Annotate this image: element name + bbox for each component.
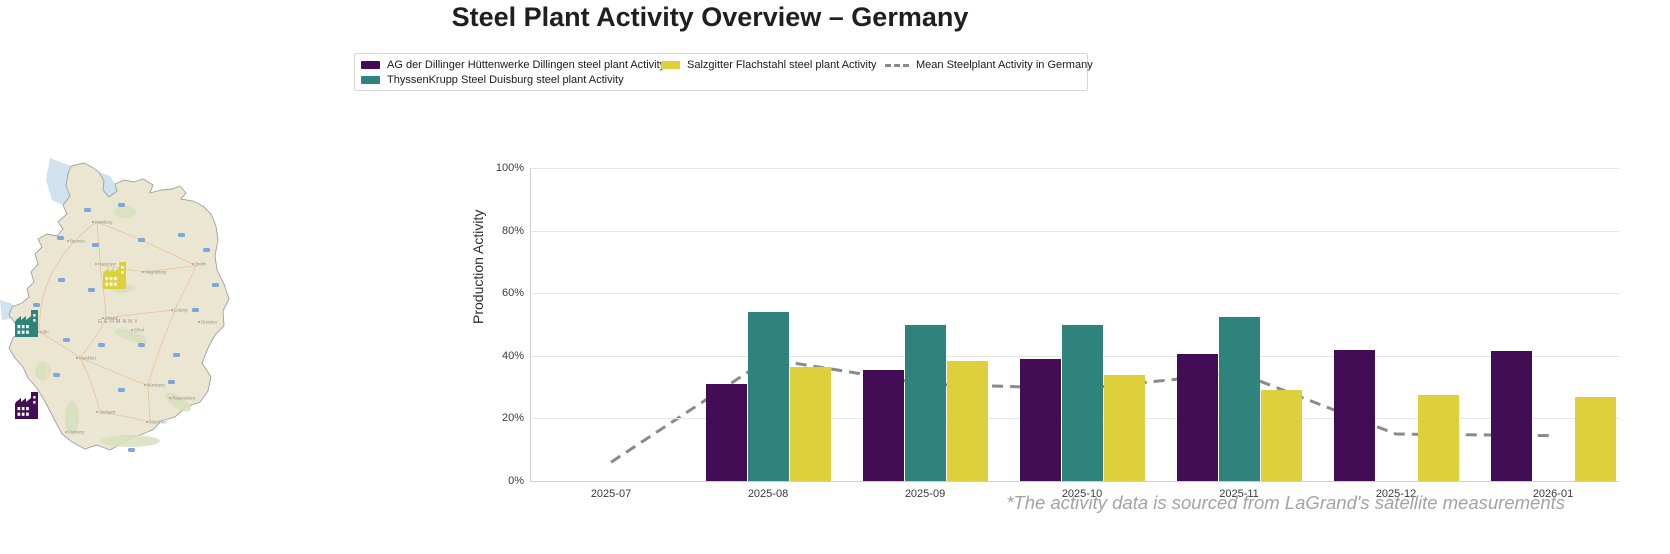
x-tick-label: 2025-12	[1375, 488, 1417, 500]
autobahn-shields	[33, 203, 219, 452]
bar	[705, 383, 747, 481]
legend-dash-swatch	[885, 63, 909, 67]
city-dot	[197, 320, 201, 324]
road-lines-secondary	[37, 240, 204, 413]
city-dot	[143, 383, 147, 387]
bar	[1333, 349, 1375, 481]
legend-item: Mean Steelplant Activity in Germany	[885, 58, 1093, 72]
legend-color-swatch	[661, 61, 680, 69]
legend-item: ThyssenKrupp Steel Duisburg steel plant …	[361, 73, 661, 87]
city-label: Erfurt	[134, 328, 145, 333]
gridline	[531, 293, 1619, 295]
city-dot	[170, 308, 174, 312]
legend-label: Salzgitter Flachstahl steel plant Activi…	[687, 59, 877, 71]
city-dot	[101, 316, 105, 320]
bar	[1103, 374, 1145, 481]
city-label: Köln	[40, 330, 49, 335]
bar	[1260, 390, 1302, 481]
bar	[1218, 316, 1260, 481]
city-label: Regensburg	[172, 396, 195, 401]
germany-outline	[8, 162, 230, 451]
y-tick-label: 80%	[501, 224, 524, 237]
bar	[946, 360, 988, 481]
legend-label: AG der Dillinger Hüttenwerke Dillingen s…	[387, 59, 666, 71]
city-label: Dresden	[201, 320, 217, 325]
city-label: Freiburg	[68, 430, 84, 435]
city-label: Frankfurt	[79, 356, 97, 361]
bar	[1061, 324, 1103, 481]
city-dot	[75, 356, 79, 360]
bar	[862, 369, 904, 481]
y-tick-label: 60%	[501, 287, 524, 300]
city-dot	[64, 430, 68, 434]
chart-legend: AG der Dillinger Hüttenwerke Dillingen s…	[354, 53, 1093, 91]
bar	[1176, 354, 1218, 481]
bar	[1417, 394, 1459, 481]
city-dot	[66, 239, 70, 243]
city-dot	[191, 262, 195, 266]
legend-color-swatch	[361, 61, 380, 69]
city-label: Kassel	[105, 316, 118, 321]
city-label: Berlin	[195, 262, 206, 267]
y-tick-label: 100%	[495, 162, 524, 174]
city-label: Hamburg	[95, 220, 113, 225]
x-tick-label: 2026-01	[1532, 488, 1574, 500]
bar	[1019, 358, 1061, 481]
road-lines	[39, 221, 197, 423]
city-dot	[145, 420, 149, 424]
gridline	[531, 230, 1619, 232]
x-tick-label: 2025-07	[590, 488, 632, 500]
x-tick-label: 2025-09	[904, 488, 946, 500]
city-label: Hannover	[98, 262, 117, 267]
city-labels: Hamburg Bremen Hannover Berlin Magdeburg Leip…	[36, 220, 218, 435]
germany-map-svg: Hamburg Bremen Hannover Berlin Magdeburg Leip…	[0, 158, 230, 452]
city-label: Leipzig	[174, 308, 188, 313]
bar	[789, 366, 831, 481]
city-dot	[91, 220, 95, 224]
country-label: GERMANY	[98, 319, 140, 325]
forest-patches	[35, 206, 192, 447]
legend-item: Salzgitter Flachstahl steel plant Activi…	[661, 58, 885, 72]
factory-icon	[15, 392, 38, 419]
bar	[904, 324, 946, 481]
page-title: Steel Plant Activity Overview – Germany	[451, 2, 969, 32]
footnote: *The activity data is sourced from LaGra…	[1006, 492, 1565, 513]
legend-color-swatch	[361, 76, 380, 84]
x-tick-label: 2025-11	[1219, 488, 1259, 500]
city-dot	[94, 262, 98, 266]
city-label: Nürnberg	[147, 383, 165, 388]
y-tick-label: 0%	[508, 475, 524, 487]
legend-item: AG der Dillinger Hüttenwerke Dillingen s…	[361, 58, 665, 72]
x-tick-label: 2025-08	[747, 488, 789, 500]
activity-chart: Production Activity 0% 20% 40% 60% 80% 100% 20…	[470, 145, 1640, 510]
city-label: München	[149, 420, 167, 425]
y-axis-title: Production Activity	[470, 209, 486, 324]
city-dot	[95, 410, 99, 414]
plot-area: 0% 20% 40% 60% 80% 100% 2025-07 2025-08 2025-09 2…	[496, 162, 1619, 500]
legend-label: Mean Steelplant Activity in Germany	[916, 59, 1093, 71]
legend-label: ThyssenKrupp Steel Duisburg steel plant …	[387, 74, 624, 86]
gridline	[531, 168, 1619, 169]
city-dot	[130, 328, 134, 332]
city-label: Bremen	[70, 239, 85, 244]
city-label: Stuttgart	[99, 410, 116, 415]
y-tick-label: 20%	[501, 412, 524, 425]
y-tick-label: 40%	[501, 349, 524, 362]
city-label: Magdeburg	[145, 270, 167, 275]
city-dot	[141, 270, 145, 274]
bar	[1490, 351, 1532, 481]
bar	[747, 311, 789, 481]
city-dot	[168, 396, 172, 400]
bar	[1574, 396, 1616, 481]
germany-map: Hamburg Bremen Hannover Berlin Magdeburg Leip…	[0, 150, 240, 460]
x-tick-label: 2025-10	[1061, 488, 1103, 500]
